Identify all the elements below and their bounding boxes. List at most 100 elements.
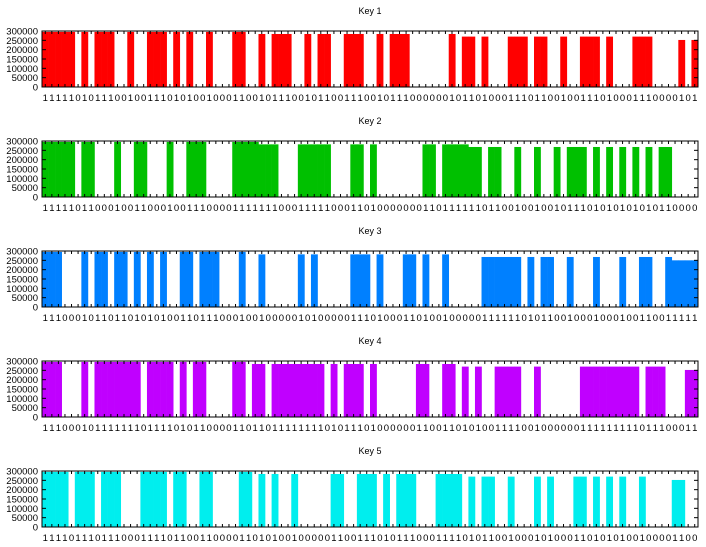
bar (494, 256, 502, 307)
x-tick-label: 0 (187, 423, 192, 434)
x-tick-label: 0 (607, 313, 612, 324)
x-tick-label: 0 (495, 93, 500, 104)
bar (48, 31, 56, 87)
x-tick-label: 1 (239, 423, 244, 434)
x-tick-label: 0 (502, 93, 507, 104)
x-tick-label: 1 (233, 203, 238, 214)
bar (278, 363, 286, 417)
x-tick-label: 0 (410, 203, 415, 214)
x-tick-label: 1 (141, 203, 146, 214)
x-tick-label: 1 (508, 533, 513, 544)
x-tick-label: 1 (640, 533, 645, 544)
x-tick-label: 1 (161, 313, 166, 324)
x-tick-label: 1 (89, 533, 94, 544)
x-tick-label: 1 (134, 313, 139, 324)
bar (376, 33, 384, 87)
x-tick-label: 1 (134, 423, 139, 434)
bar (593, 366, 600, 417)
bar (324, 144, 331, 197)
x-tick-label: 0 (62, 423, 67, 434)
x-tick-label: 1 (292, 423, 297, 434)
bar (442, 363, 450, 417)
bar (199, 141, 207, 197)
bar (494, 366, 502, 417)
bar (140, 141, 148, 197)
bar (160, 361, 167, 417)
x-tick-label: 0 (620, 93, 625, 104)
bar (94, 361, 102, 417)
x-tick-label: 0 (167, 533, 172, 544)
x-tick-label: 0 (666, 93, 671, 104)
x-tick-label: 0 (194, 533, 199, 544)
x-tick-label: 1 (489, 533, 494, 544)
x-tick-label: 0 (613, 533, 618, 544)
x-tick-label: 1 (200, 203, 205, 214)
bar (206, 471, 213, 527)
x-tick-label: 1 (187, 313, 192, 324)
x-tick-label: 1 (115, 203, 120, 214)
x-tick-label: 0 (220, 533, 225, 544)
bar (579, 476, 587, 527)
bar (284, 363, 292, 417)
x-tick-label: 0 (587, 533, 592, 544)
x-tick-label: 0 (600, 203, 605, 214)
x-tick-label: 0 (390, 203, 395, 214)
x-tick-label: 1 (423, 313, 428, 324)
x-tick-label: 0 (462, 533, 467, 544)
y-tick-label: 150000 (6, 495, 38, 506)
plot-frame (41, 140, 699, 198)
x-tick-label: 1 (259, 93, 264, 104)
bar (238, 141, 246, 197)
x-tick-label: 0 (377, 203, 382, 214)
bar (324, 33, 331, 87)
x-tick-label: 1 (476, 423, 481, 434)
subplot-key-3: Key 305000010000015000020000025000030000… (6, 226, 699, 324)
x-tick-label: 1 (633, 93, 638, 104)
x-tick-label: 0 (141, 423, 146, 434)
x-tick-label: 0 (561, 203, 566, 214)
x-tick-label: 1 (502, 313, 507, 324)
x-tick-label: 1 (535, 203, 540, 214)
bar (606, 476, 614, 527)
x-tick-label: 1 (469, 93, 474, 104)
bar (409, 473, 417, 527)
bar (232, 31, 240, 87)
bar (691, 39, 699, 87)
x-tick-label: 1 (148, 533, 153, 544)
bar (356, 363, 364, 417)
bar (48, 361, 56, 417)
bar (271, 473, 279, 527)
x-tick-label: 0 (364, 423, 369, 434)
y-tick-label: 150000 (6, 165, 38, 176)
x-tick-label: 0 (489, 423, 494, 434)
bar (474, 366, 482, 417)
bar (573, 146, 581, 197)
x-tick-label: 0 (95, 203, 100, 214)
x-tick-label: 1 (69, 93, 74, 104)
x-tick-label: 0 (692, 533, 697, 544)
bar (606, 366, 614, 417)
x-tick-label: 0 (653, 313, 658, 324)
bar (376, 254, 384, 307)
bar (81, 361, 89, 417)
bar (435, 473, 443, 527)
x-tick-label: 1 (384, 533, 389, 544)
x-tick-label: 1 (253, 423, 258, 434)
x-tick-label: 0 (325, 533, 330, 544)
bar (107, 361, 115, 417)
x-tick-label: 0 (502, 203, 507, 214)
x-tick-label: 1 (207, 313, 212, 324)
x-tick-label: 0 (489, 93, 494, 104)
bar (127, 361, 135, 417)
x-tick-label: 1 (607, 533, 612, 544)
x-tick-label: 0 (423, 533, 428, 544)
x-tick-label: 1 (305, 423, 310, 434)
x-tick-label: 1 (666, 203, 671, 214)
x-tick-label: 0 (325, 313, 330, 324)
bar (356, 254, 364, 307)
x-tick-label: 1 (174, 533, 179, 544)
bar (468, 476, 476, 527)
bar (48, 251, 56, 307)
x-tick-label: 1 (587, 93, 592, 104)
bar (146, 361, 154, 417)
